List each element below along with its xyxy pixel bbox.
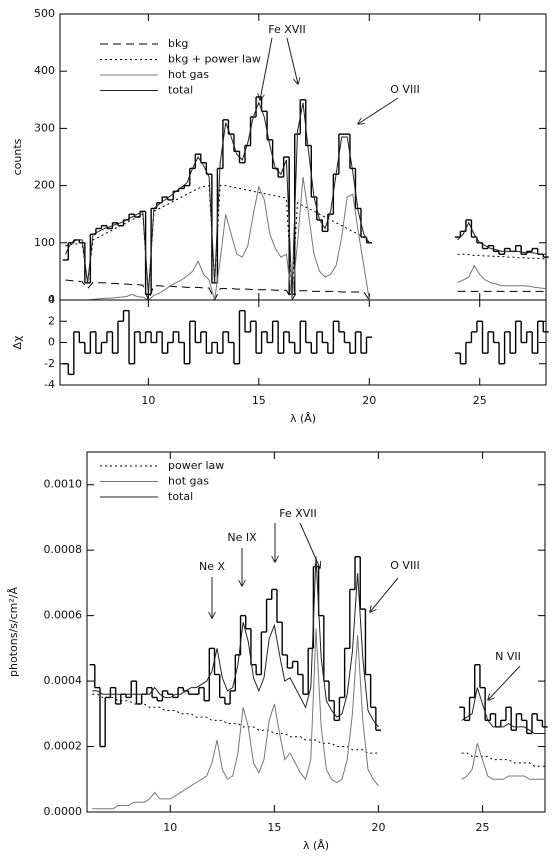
model-line bbox=[65, 101, 546, 295]
y-tick-label: -2 bbox=[44, 357, 55, 370]
model-line bbox=[65, 279, 546, 302]
x-tick-label: 15 bbox=[252, 394, 266, 407]
y-axis-label: counts bbox=[11, 138, 24, 175]
legend-label: hot gas bbox=[168, 68, 209, 81]
legend-label: power law bbox=[168, 459, 224, 472]
x-tick-label: 25 bbox=[476, 821, 490, 834]
y-tick-label: -4 bbox=[44, 378, 55, 391]
annotation-arrow bbox=[370, 577, 399, 612]
model-line bbox=[65, 184, 546, 295]
legend-label: bkg bbox=[168, 37, 188, 50]
y-tick-label: 400 bbox=[34, 64, 55, 77]
x-tick-label: 10 bbox=[141, 394, 155, 407]
y-tick-label: 0.0010 bbox=[44, 478, 83, 491]
model-line bbox=[92, 628, 545, 810]
legend-label: total bbox=[168, 490, 193, 503]
model-line bbox=[65, 176, 547, 301]
y-axis-label: photons/s/cm²/Å bbox=[7, 587, 20, 677]
legend-label: hot gas bbox=[168, 475, 209, 488]
y-tick-label: 0 bbox=[48, 336, 55, 349]
y-tick-label: 0.0006 bbox=[44, 609, 83, 622]
y-tick-label: 500 bbox=[34, 7, 55, 20]
y-axis-label: Δχ bbox=[11, 335, 24, 350]
x-tick-label: 10 bbox=[163, 821, 177, 834]
plot-frame bbox=[59, 13, 547, 301]
annotation: O VIII bbox=[390, 83, 419, 96]
x-tick-label: 15 bbox=[267, 821, 281, 834]
annotation-arrow bbox=[286, 37, 298, 84]
annotation: Fe XVII bbox=[268, 23, 306, 36]
annotation: Fe XVII bbox=[279, 507, 317, 520]
annotation-arrow bbox=[358, 97, 399, 124]
annotation-arrow bbox=[260, 37, 273, 100]
y-tick-label: 0 bbox=[48, 293, 55, 306]
annotation: Ne X bbox=[199, 560, 225, 573]
y-tick-label: 0.0008 bbox=[44, 543, 83, 556]
legend-label: bkg + power law bbox=[168, 53, 261, 66]
x-tick-label: 25 bbox=[473, 394, 487, 407]
y-tick-label: 2 bbox=[48, 314, 55, 327]
y-tick-label: 0.0004 bbox=[44, 674, 83, 687]
annotation: Ne IX bbox=[227, 531, 257, 544]
y-tick-label: 300 bbox=[34, 121, 55, 134]
model-line bbox=[92, 693, 545, 767]
x-axis-label: λ (Å) bbox=[290, 412, 316, 425]
x-tick-label: 20 bbox=[362, 394, 376, 407]
plot-frame bbox=[86, 451, 546, 813]
model-line bbox=[92, 556, 545, 734]
y-tick-label: 200 bbox=[34, 179, 55, 192]
plot-frame bbox=[59, 299, 547, 386]
y-tick-label: 4 bbox=[48, 293, 55, 306]
annotation: N VII bbox=[495, 650, 521, 663]
x-tick-label: 20 bbox=[371, 821, 385, 834]
annotation-arrow bbox=[488, 665, 521, 700]
y-tick-label: 100 bbox=[34, 236, 55, 249]
annotation-arrow bbox=[299, 522, 320, 568]
y-tick-label: 0.0000 bbox=[44, 805, 83, 818]
x-axis-label: λ (Å) bbox=[303, 839, 329, 852]
legend-label: total bbox=[168, 84, 193, 97]
annotation: O VIII bbox=[390, 559, 419, 572]
y-tick-label: 0.0002 bbox=[44, 740, 83, 753]
